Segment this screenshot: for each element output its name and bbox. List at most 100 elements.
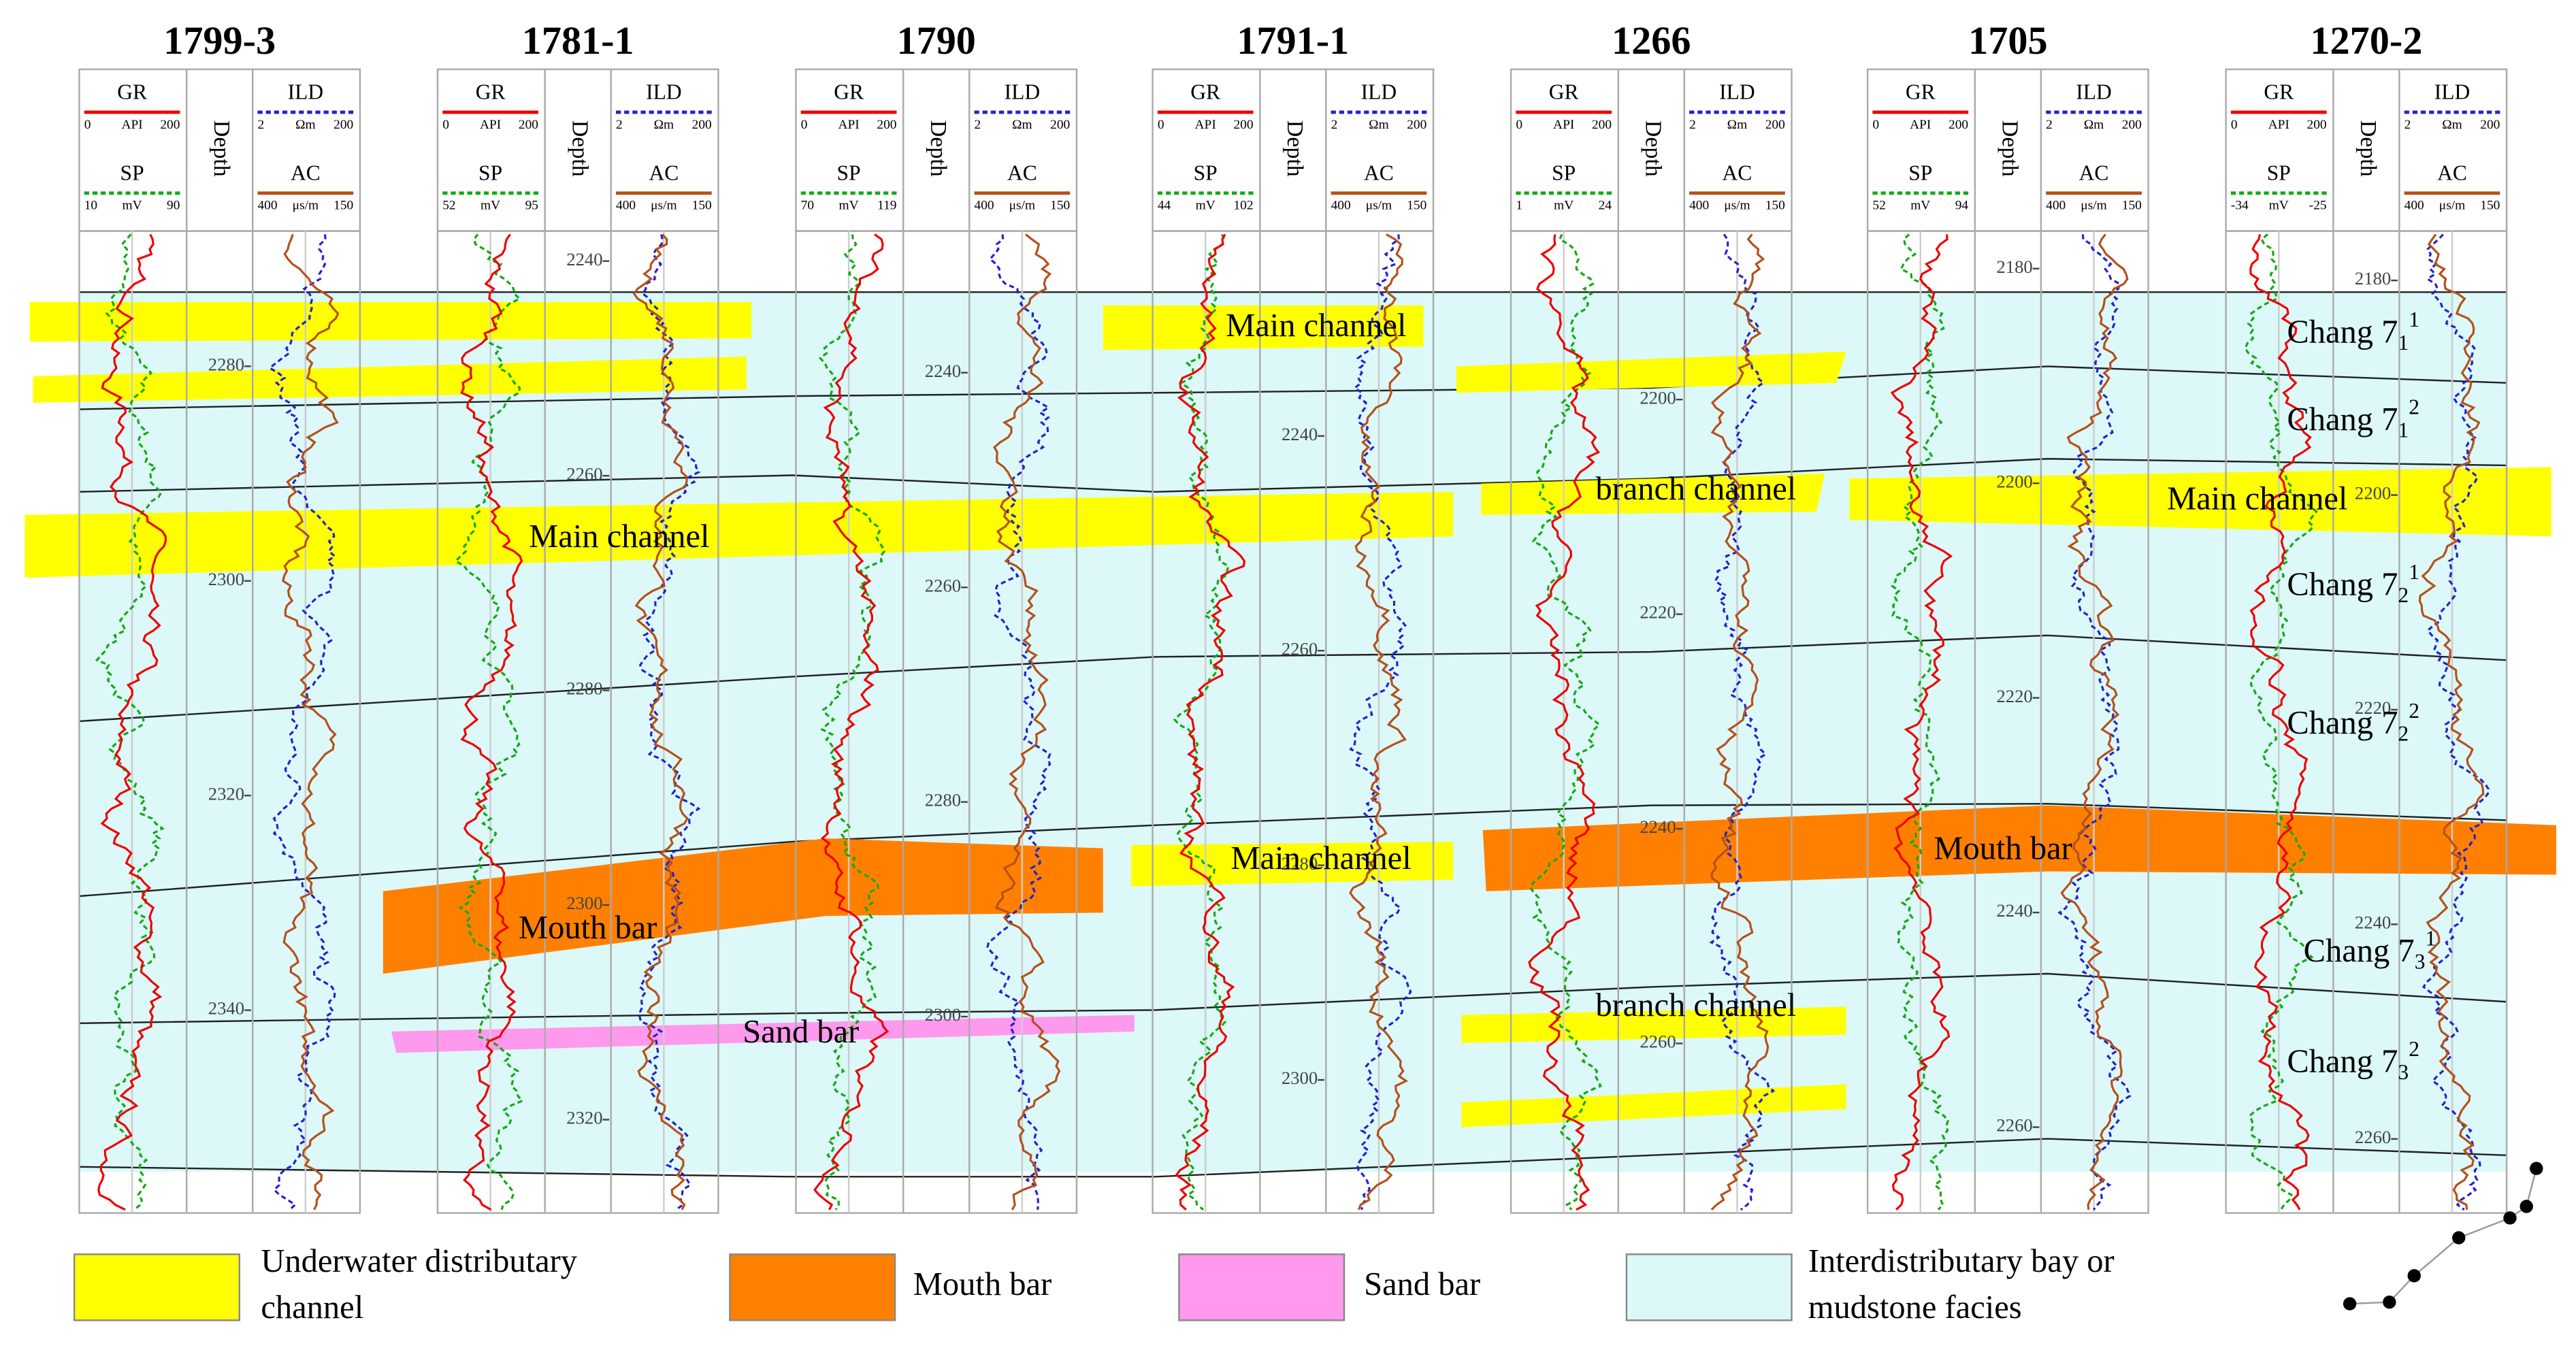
map-well xyxy=(2452,1231,2466,1245)
scale-max: 200 xyxy=(1407,118,1426,132)
layer-base: Chang 7 xyxy=(2287,567,2398,603)
track-frame xyxy=(1152,230,1435,1214)
depth-tick-label: 2280 xyxy=(925,790,961,810)
scale-max: 200 xyxy=(519,118,538,132)
channel-body xyxy=(1131,841,1454,887)
curve-name: SP xyxy=(120,161,144,184)
track-frame xyxy=(795,230,1078,1214)
depth-label: Depth xyxy=(567,120,592,177)
layer-base: Chang 7 xyxy=(2287,1044,2398,1080)
scale-unit: mV xyxy=(123,199,142,213)
legend-label: Interdistributary bay or xyxy=(1808,1243,2115,1279)
layer-label: Chang 721 xyxy=(2287,560,2419,607)
curve-name: ILD xyxy=(2076,80,2112,103)
ild-curve xyxy=(1709,233,1776,1211)
header-frame xyxy=(1152,68,1435,232)
map-well xyxy=(2530,1162,2543,1175)
curve-name: SP xyxy=(1194,161,1218,184)
scale-max: 150 xyxy=(333,199,353,213)
depth-tick-label: 2300 xyxy=(1282,1068,1318,1088)
scale-min: 400 xyxy=(975,199,994,213)
depth-tick-label: 2260 xyxy=(1996,1115,2032,1136)
depth-tick-label: 2260 xyxy=(1282,638,1318,659)
scale-unit: API xyxy=(2268,118,2289,132)
scale-unit: μs/m xyxy=(1366,199,1392,213)
ild-curve xyxy=(267,234,337,1211)
depth-tick-label: 2320 xyxy=(566,1108,602,1128)
scale-min: 0 xyxy=(1158,118,1164,132)
scale-unit: API xyxy=(121,118,142,132)
scale-max: 95 xyxy=(525,199,538,213)
layer-sup: 2 xyxy=(2409,1037,2419,1061)
facies-label: branch channel xyxy=(1595,987,1796,1023)
scale-min: 2 xyxy=(1331,118,1338,132)
well-name: 1781-1 xyxy=(522,18,634,63)
layer-label: Chang 711 xyxy=(2287,308,2419,355)
scale-unit: μs/m xyxy=(2439,199,2465,213)
scale-max: 150 xyxy=(1050,199,1070,213)
depth-tick-label: 2260 xyxy=(925,575,961,595)
scale-unit: mV xyxy=(1554,199,1574,213)
depth-tick-label: 2200 xyxy=(1640,387,1676,408)
scale-min: 44 xyxy=(1158,199,1171,213)
map-well xyxy=(2407,1269,2421,1283)
legend-swatch xyxy=(1625,1253,1793,1321)
scale-unit: Ωm xyxy=(1727,118,1748,132)
layer-label: Chang 722 xyxy=(2287,699,2419,746)
track-frame xyxy=(1866,230,2149,1214)
facies-label: Main channel xyxy=(1230,840,1411,876)
layer-base: Chang 7 xyxy=(2287,705,2398,741)
scale-min: 0 xyxy=(84,118,91,132)
depth-tick-label: 2200 xyxy=(2355,483,2391,504)
scale-max: 200 xyxy=(1050,118,1070,132)
channel-body xyxy=(1103,305,1424,350)
gr-curve xyxy=(813,233,890,1211)
scale-min: 2 xyxy=(258,118,265,132)
boundary xyxy=(79,634,2507,723)
sp-curve xyxy=(1173,233,1230,1211)
layer-sup: 2 xyxy=(2409,395,2419,419)
scale-min: 2 xyxy=(2046,118,2053,132)
scale-unit: mV xyxy=(1196,199,1216,213)
curve-name: GR xyxy=(1549,80,1579,103)
curve-name: ILD xyxy=(1005,80,1041,103)
legend-swatch xyxy=(73,1253,241,1321)
depth-tick-label: 2220 xyxy=(1996,686,2032,706)
well-name: 1705 xyxy=(1968,18,2047,63)
scale-min: 0 xyxy=(801,118,808,132)
header-frame xyxy=(2225,68,2508,232)
map-line xyxy=(2349,1168,2537,1305)
layer-sub: 1 xyxy=(2398,331,2409,355)
depth-tick-label: 2300 xyxy=(925,1004,961,1025)
facies-label: Mouth bar xyxy=(1934,831,2072,867)
facies-label: Main channel xyxy=(529,518,709,555)
ac-curve xyxy=(2060,233,2129,1210)
sp-curve xyxy=(1529,233,1602,1211)
scale-unit: Ωm xyxy=(1012,118,1032,132)
ac-curve xyxy=(632,233,689,1211)
legend-swatch xyxy=(1178,1253,1346,1321)
layer-sup: 1 xyxy=(2425,927,2436,951)
curve-name: ILD xyxy=(1719,80,1755,103)
scale-min: 52 xyxy=(1872,199,1885,213)
scale-min: 400 xyxy=(616,199,636,213)
curve-name: GR xyxy=(1906,80,1936,103)
scale-min: 1 xyxy=(1516,199,1522,213)
facies-labels: Main channel Main channel branch channel… xyxy=(519,308,2347,1050)
depth-tick-label: 2240 xyxy=(566,249,602,269)
scale-max: 200 xyxy=(877,118,896,132)
layer-sub: 2 xyxy=(2398,583,2409,607)
map-well xyxy=(2503,1211,2517,1225)
gr-curve xyxy=(2249,234,2312,1211)
curve-name: GR xyxy=(834,80,864,103)
mouth-bar-body xyxy=(1482,805,2556,891)
depth-tick-label: 2240 xyxy=(1996,900,2032,921)
scale-min: 10 xyxy=(84,199,97,213)
layer-base: Chang 7 xyxy=(2304,933,2415,969)
scale-unit: μs/m xyxy=(651,199,676,213)
scale-max: 200 xyxy=(1765,118,1785,132)
well-name: 1791-1 xyxy=(1237,18,1349,63)
well: 1790 GR 0 API 200 SP 70 mV 119 ILD 2 Ωm 200 AC 400 μs/m… xyxy=(795,18,1078,1214)
depth-label: Depth xyxy=(1640,120,1665,177)
header-frame xyxy=(78,68,361,232)
